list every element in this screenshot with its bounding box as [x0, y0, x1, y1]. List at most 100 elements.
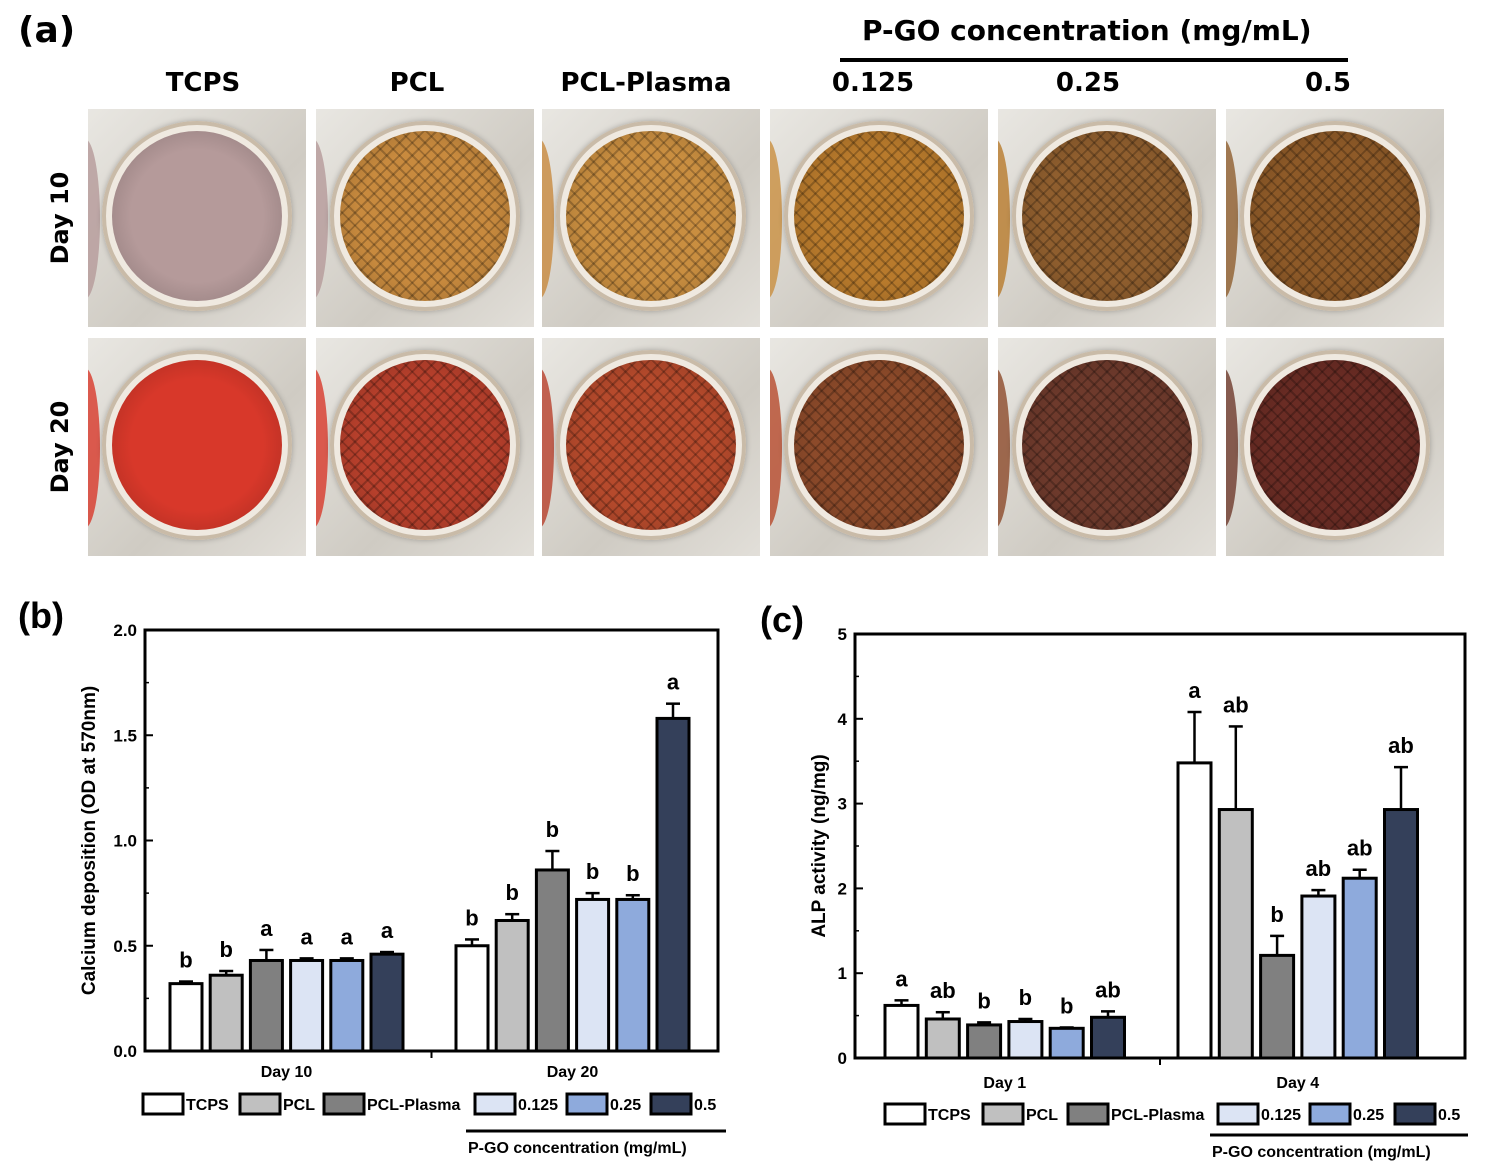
well-stain — [1022, 360, 1192, 530]
chart-1-bar-0.5-Day 1 — [1090, 1015, 1126, 1060]
chart-1-category-label: Day 1 — [983, 1075, 1026, 1092]
chart-1-legend-swatch-3 — [1216, 1102, 1260, 1126]
chart-0-bar-TCPS-Day 20 — [454, 944, 490, 1053]
chart-0-sig-letter: a — [300, 924, 313, 949]
chart-1-bar-0.125-Day 1 — [1007, 1020, 1044, 1060]
chart-0-legend-swatch-5 — [649, 1092, 693, 1116]
well-ring — [784, 121, 974, 311]
chart-0-sig-letter: b — [219, 937, 232, 962]
well-stain — [566, 360, 736, 530]
chart-0-ylabel: Calcium deposition (OD at 570nm) — [79, 686, 100, 995]
chart-1-ytick-label: 2 — [838, 879, 847, 898]
chart-1-sig-letter: a — [895, 966, 908, 991]
chart-0-ytick-label: 1.5 — [113, 726, 137, 745]
well-photo-day10-2 — [542, 109, 760, 327]
well-photo-day10-4 — [998, 109, 1216, 327]
well-stain — [1022, 131, 1192, 301]
chart-1-bar-0.25-Day 4 — [1341, 876, 1378, 1060]
neighbor-well — [88, 139, 100, 299]
chart-0-legend-swatch-4 — [565, 1092, 609, 1116]
chart-1-sig-letter: b — [977, 988, 990, 1013]
chart-0-legend-swatch-0 — [141, 1092, 185, 1116]
chart-1-bar-PCL-Plasma-Day 4 — [1259, 953, 1296, 1060]
chart-0-sig-letter: b — [465, 905, 478, 930]
chart-0-sig-letter: b — [505, 880, 518, 905]
well-ring — [330, 121, 520, 311]
chart-0-bar-0.5-Day 20 — [655, 716, 691, 1053]
chart-1-sig-letter: a — [1188, 678, 1201, 703]
chart-1-ytick-label: 3 — [838, 795, 847, 814]
chart-1-legend-label-4: 0.25 — [1353, 1107, 1384, 1124]
column-label-1: PCL — [389, 68, 445, 98]
scaffold-grid — [1022, 131, 1192, 301]
chart-0-bar-PCL-Day 20 — [494, 918, 530, 1053]
chart-1-ylabel: ALP activity (ng/mg) — [809, 754, 830, 937]
chart-0-legend-swatch-1 — [238, 1092, 282, 1116]
column-label-5: 0.5 — [1304, 68, 1352, 98]
neighbor-well — [770, 368, 782, 528]
chart-1-sig-letter: ab — [1347, 836, 1373, 861]
chart-0-sig-letter: a — [667, 670, 680, 695]
well-photo-day10-0 — [88, 109, 306, 327]
chart-0-legend-label-2: PCL-Plasma — [367, 1097, 460, 1114]
scaffold-grid — [566, 360, 736, 530]
chart-1-legend-label-2: PCL-Plasma — [1111, 1107, 1204, 1124]
chart-0-sig-letter: b — [546, 817, 559, 842]
chart-0-bar-0.25-Day 20 — [615, 897, 651, 1053]
chart-1-ytick-label: 5 — [838, 625, 847, 644]
well-stain — [112, 131, 282, 301]
column-label-4: 0.25 — [1055, 68, 1121, 98]
chart-1-bar-0.25-Day 1 — [1048, 1026, 1085, 1060]
chart-1-bar-TCPS-Day 1 — [883, 1003, 920, 1060]
chart-1-bar-PCL-Day 4 — [1217, 808, 1254, 1060]
neighbor-well — [770, 139, 782, 299]
chart-1-bar-0.125-Day 4 — [1300, 894, 1337, 1060]
well-ring — [102, 350, 292, 540]
well-stain — [794, 360, 964, 530]
well-ring — [1012, 350, 1202, 540]
chart-1-bar-PCL-Day 1 — [924, 1017, 961, 1060]
chart-0-bar-PCL-Day 10 — [208, 973, 244, 1053]
chart-1-bar-TCPS-Day 4 — [1176, 761, 1213, 1060]
chart-0-legend-label-0: TCPS — [186, 1097, 229, 1114]
panel-a-conc-bar — [840, 58, 1348, 62]
chart-1-legend-label-5: 0.5 — [1438, 1107, 1460, 1124]
chart-1-ytick-label: 1 — [838, 964, 847, 983]
chart-0-bar-0.125-Day 10 — [289, 958, 325, 1053]
well-stain — [1250, 131, 1420, 301]
chart-0-category-label: Day 10 — [261, 1064, 313, 1081]
well-photo-day10-3 — [770, 109, 988, 327]
chart-1-bar-0.5-Day 4 — [1383, 808, 1419, 1060]
chart-0-legend-label-1: PCL — [283, 1097, 315, 1114]
chart-0-sig-letter: b — [179, 948, 192, 973]
chart-1-legend-swatch-1 — [981, 1102, 1025, 1126]
chart-0-bar-0.5-Day 10 — [369, 952, 405, 1053]
chart-0-legend-swatch-3 — [473, 1092, 517, 1116]
chart-0-legend-label-4: 0.25 — [610, 1097, 641, 1114]
scaffold-grid — [794, 131, 964, 301]
well-ring — [784, 350, 974, 540]
column-label-0: TCPS — [165, 68, 241, 98]
chart-1-legend-label-0: TCPS — [928, 1107, 971, 1124]
chart-1-legend-label-1: PCL — [1026, 1107, 1058, 1124]
neighbor-well — [316, 139, 328, 299]
well-ring — [1012, 121, 1202, 311]
chart-0-bar-0.25-Day 10 — [329, 958, 365, 1053]
well-stain — [566, 131, 736, 301]
column-label-2: PCL-Plasma — [560, 68, 732, 98]
well-photo-day20-4 — [998, 338, 1216, 556]
neighbor-well — [1226, 139, 1238, 299]
well-ring — [556, 350, 746, 540]
chart-1-sig-letter: ab — [1095, 977, 1121, 1002]
chart-1-sig-letter: b — [1019, 985, 1032, 1010]
chart-0-ytick-label: 2.0 — [113, 621, 137, 640]
chart-0-ytick-label: 0.5 — [113, 937, 137, 956]
chart-0-legend-swatch-2 — [322, 1092, 366, 1116]
chart-0-ytick-label: 0.0 — [113, 1042, 137, 1061]
chart-1-legend-swatch-0 — [883, 1102, 927, 1126]
chart-0-bar-TCPS-Day 10 — [168, 982, 204, 1053]
chart-1-category-label: Day 4 — [1276, 1075, 1319, 1092]
chart-0-legend-label-3: 0.125 — [518, 1097, 558, 1114]
panel-a-label: (a) — [18, 10, 76, 51]
